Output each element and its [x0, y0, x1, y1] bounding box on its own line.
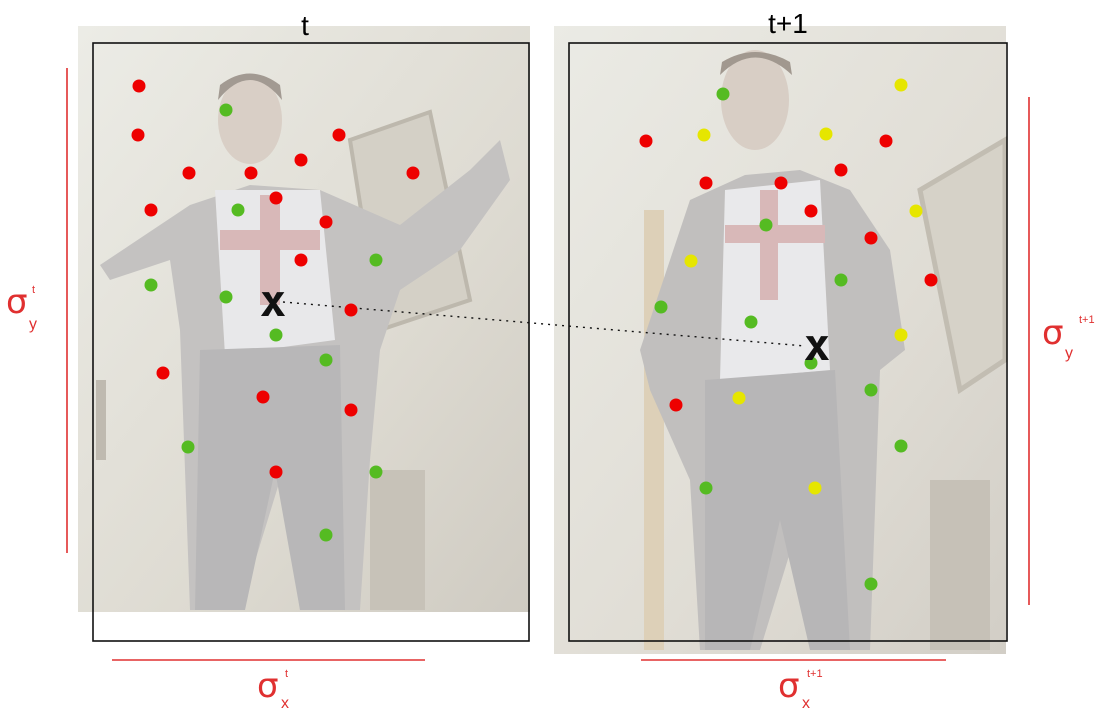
- bounding-box-frame-t: [92, 42, 530, 642]
- frame-label-t-plus-1: t+1: [768, 8, 808, 39]
- frame-t-plus-1-yellow-keypoint: [808, 481, 822, 495]
- frame-t-green-keypoint: [319, 353, 333, 367]
- sigma-y-label-t-plus-1: σ y t+1: [1042, 313, 1095, 362]
- svg-text:t+1: t+1: [807, 668, 823, 680]
- frame-t-red-keypoint: [344, 303, 358, 317]
- frame-t-red-keypoint: [269, 191, 283, 205]
- frame-t-plus-1-green-keypoint: [864, 577, 878, 591]
- svg-text:x: x: [281, 695, 289, 712]
- frame-t-plus-1-yellow-keypoint: [894, 78, 908, 92]
- frame-t-red-keypoint: [256, 390, 270, 404]
- frame-t-green-keypoint: [369, 465, 383, 479]
- frame-t-plus-1-red-keypoint: [879, 134, 893, 148]
- frame-t-red-keypoint: [244, 166, 258, 180]
- keypoints-frame-t: [131, 79, 420, 542]
- frame-t-red-keypoint: [344, 403, 358, 417]
- frame-t-green-keypoint: [369, 253, 383, 267]
- frame-t-plus-1-green-keypoint: [804, 356, 818, 370]
- svg-text:t+1: t+1: [1079, 314, 1095, 326]
- frame-t-red-keypoint: [132, 79, 146, 93]
- frame-t-plus-1-red-keypoint: [864, 231, 878, 245]
- bounding-box-frame-t-plus-1: [568, 42, 1008, 642]
- svg-text:y: y: [29, 316, 37, 333]
- frame-t-red-keypoint: [156, 366, 170, 380]
- frame-t-plus-1-green-keypoint: [699, 481, 713, 495]
- photo-frame-t-plus-1: [554, 26, 1008, 654]
- frame-t-plus-1-green-keypoint: [894, 439, 908, 453]
- sigma-x-label-t: σ x t: [257, 666, 289, 712]
- svg-text:y: y: [1065, 345, 1073, 362]
- svg-text:σ: σ: [6, 282, 28, 322]
- frame-t-red-keypoint: [131, 128, 145, 142]
- frame-t-plus-1-yellow-keypoint: [684, 254, 698, 268]
- frame-t-plus-1-yellow-keypoint: [697, 128, 711, 142]
- svg-text:t: t: [285, 668, 288, 680]
- frame-t-plus-1-red-keypoint: [639, 134, 653, 148]
- frame-t-plus-1-red-keypoint: [924, 273, 938, 287]
- frame-t-green-keypoint: [181, 440, 195, 454]
- frame-t-plus-1-red-keypoint: [834, 163, 848, 177]
- frame-t-plus-1-yellow-keypoint: [909, 204, 923, 218]
- frame-t-green-keypoint: [219, 103, 233, 117]
- frame-t-plus-1-yellow-keypoint: [732, 391, 746, 405]
- frame-t-red-keypoint: [319, 215, 333, 229]
- frame-t-plus-1-red-keypoint: [699, 176, 713, 190]
- frame-t-plus-1-green-keypoint: [759, 218, 773, 232]
- frame-t-plus-1-green-keypoint: [654, 300, 668, 314]
- frame-t-green-keypoint: [219, 290, 233, 304]
- frame-t-red-keypoint: [294, 253, 308, 267]
- sigma-x-label-t-plus-1: σ x t+1: [778, 666, 823, 712]
- centroid-marker-t: x: [260, 276, 287, 327]
- frame-t-plus-1-red-keypoint: [774, 176, 788, 190]
- frame-t-red-keypoint: [294, 153, 308, 167]
- frame-t-plus-1-green-keypoint: [744, 315, 758, 329]
- photo-frame-t: [78, 26, 530, 612]
- frame-t-green-keypoint: [231, 203, 245, 217]
- frame-t-plus-1-green-keypoint: [864, 383, 878, 397]
- svg-text:x: x: [802, 695, 810, 712]
- frame-t-plus-1-green-keypoint: [834, 273, 848, 287]
- frame-label-t: t: [301, 10, 309, 41]
- svg-text:t: t: [32, 284, 35, 296]
- frame-t-plus-1-yellow-keypoint: [894, 328, 908, 342]
- sigma-y-label-t: σ y t: [6, 282, 37, 333]
- frame-t-green-keypoint: [144, 278, 158, 292]
- svg-text:σ: σ: [1042, 313, 1064, 353]
- frame-t-red-keypoint: [406, 166, 420, 180]
- keypoints-frame-t-plus-1: [639, 78, 938, 591]
- svg-text:σ: σ: [778, 666, 800, 706]
- frame-t-plus-1-red-keypoint: [804, 204, 818, 218]
- frame-t-red-keypoint: [144, 203, 158, 217]
- frame-t-red-keypoint: [332, 128, 346, 142]
- frame-t-plus-1-red-keypoint: [669, 398, 683, 412]
- centroid-marker-t-plus-1: x: [804, 320, 831, 371]
- frame-t-green-keypoint: [269, 328, 283, 342]
- svg-text:σ: σ: [257, 666, 279, 706]
- frame-t-green-keypoint: [319, 528, 333, 542]
- frame-t-plus-1-yellow-keypoint: [819, 127, 833, 141]
- frame-t-red-keypoint: [182, 166, 196, 180]
- frame-t-plus-1-green-keypoint: [716, 87, 730, 101]
- frame-t-red-keypoint: [269, 465, 283, 479]
